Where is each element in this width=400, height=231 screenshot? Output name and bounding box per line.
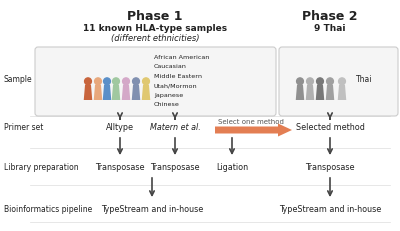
Text: TypeStream and in-house: TypeStream and in-house (101, 206, 203, 215)
Polygon shape (326, 85, 334, 100)
Circle shape (297, 78, 303, 85)
FancyBboxPatch shape (279, 47, 398, 116)
Polygon shape (103, 85, 111, 100)
Text: Phase 2: Phase 2 (302, 10, 358, 23)
Polygon shape (84, 85, 92, 100)
Text: Ligation: Ligation (216, 164, 248, 173)
Text: Utah/Mormon: Utah/Mormon (154, 83, 198, 88)
Text: Thai: Thai (356, 76, 372, 85)
Polygon shape (306, 85, 314, 100)
Circle shape (133, 78, 140, 85)
Text: Select one method: Select one method (218, 119, 284, 125)
Polygon shape (296, 85, 304, 100)
Text: Transposase: Transposase (305, 164, 355, 173)
Circle shape (307, 78, 314, 85)
Circle shape (113, 78, 120, 85)
Circle shape (104, 78, 110, 85)
Circle shape (94, 78, 102, 85)
Text: Chinese: Chinese (154, 103, 180, 107)
Polygon shape (316, 85, 324, 100)
Polygon shape (112, 85, 120, 100)
Circle shape (142, 78, 150, 85)
Text: Transposase: Transposase (95, 164, 145, 173)
Text: Matern et al.: Matern et al. (150, 124, 200, 133)
Polygon shape (215, 124, 292, 137)
Text: Primer set: Primer set (4, 124, 43, 133)
Text: Transposase: Transposase (150, 164, 200, 173)
FancyBboxPatch shape (35, 47, 276, 116)
Text: Phase 1: Phase 1 (127, 10, 183, 23)
Text: Bioinformatics pipeline: Bioinformatics pipeline (4, 206, 92, 215)
Text: Japanese: Japanese (154, 93, 183, 98)
Polygon shape (122, 85, 130, 100)
Text: Caucasian: Caucasian (154, 64, 187, 70)
Text: TypeStream and in-house: TypeStream and in-house (279, 206, 381, 215)
Text: Middle Eastern: Middle Eastern (154, 74, 202, 79)
Text: Library preparation: Library preparation (4, 164, 79, 173)
Text: 11 known HLA-type samples: 11 known HLA-type samples (83, 24, 227, 33)
Text: Selected method: Selected method (296, 124, 364, 133)
Circle shape (338, 78, 346, 85)
Polygon shape (94, 85, 102, 100)
Text: (different ethnicities): (different ethnicities) (111, 34, 199, 43)
Text: 9 Thai: 9 Thai (314, 24, 346, 33)
Polygon shape (142, 85, 150, 100)
Circle shape (317, 78, 323, 85)
Polygon shape (132, 85, 140, 100)
Circle shape (122, 78, 130, 85)
Polygon shape (338, 85, 346, 100)
Text: African American: African American (154, 55, 209, 60)
Text: Sample: Sample (4, 76, 33, 85)
Circle shape (327, 78, 333, 85)
Circle shape (85, 78, 91, 85)
Text: Alltype: Alltype (106, 124, 134, 133)
